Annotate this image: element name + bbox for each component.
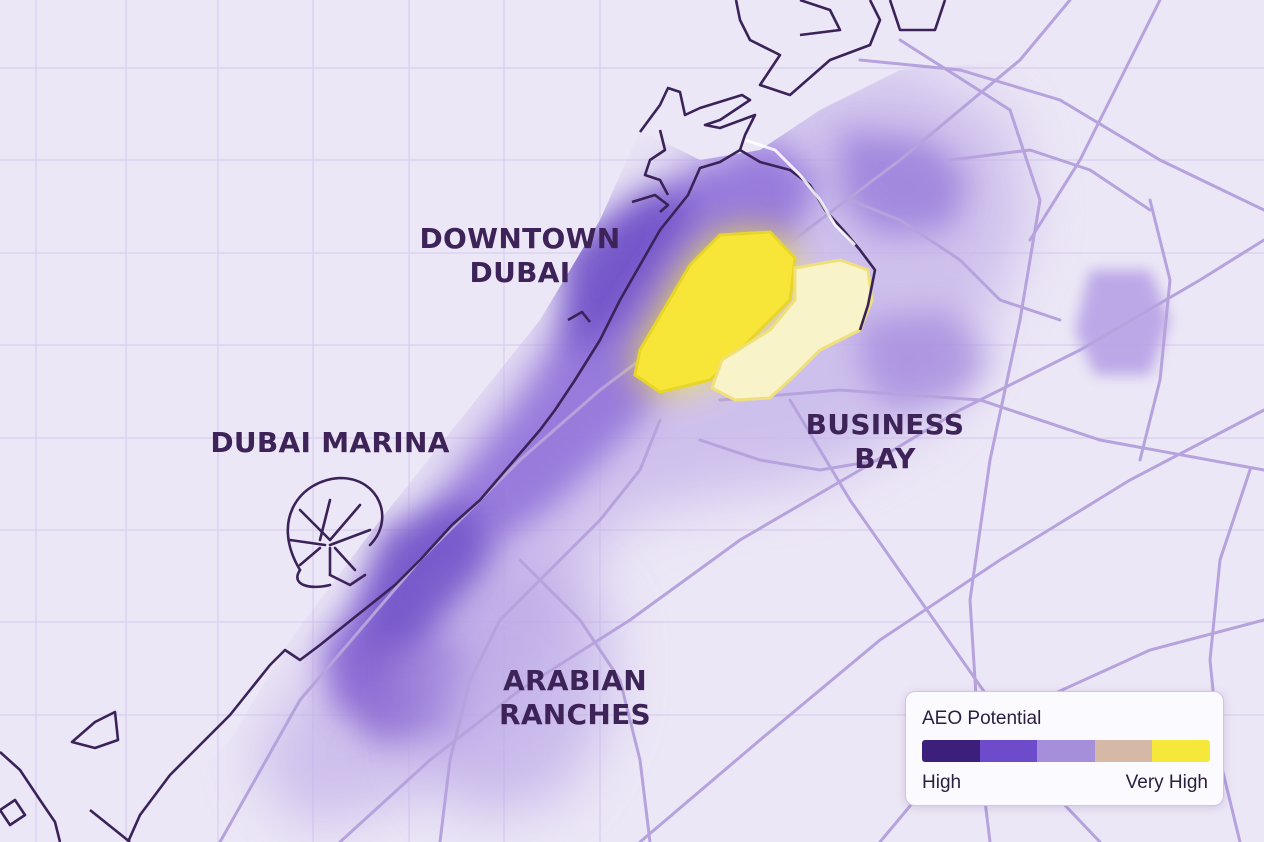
district-label-downtown-dubai: DOWNTOWN DUBAI xyxy=(410,222,630,290)
hotspot-downtown xyxy=(633,230,874,402)
palm-jumeirah xyxy=(286,476,384,589)
district-label-line: DUBAI MARINA xyxy=(210,426,450,459)
district-label-line: BUSINESS xyxy=(805,408,965,441)
legend-low-label: High xyxy=(922,772,962,793)
district-label-line: DOWNTOWN xyxy=(419,222,621,255)
map-legend: AEO Potential High Very High xyxy=(905,691,1224,806)
legend-swatch xyxy=(1094,740,1153,762)
legend-swatch xyxy=(979,740,1038,762)
legend-title: AEO Potential xyxy=(922,708,1042,729)
district-label-line: ARABIAN xyxy=(503,664,647,697)
legend-swatch xyxy=(922,740,980,762)
dubai-creek xyxy=(744,138,857,247)
district-label-line: DUBAI xyxy=(469,256,571,289)
district-label-business-bay: BUSINESS BAY xyxy=(800,408,970,476)
legend-swatch xyxy=(1152,740,1210,762)
district-label-dubai-marina: DUBAI MARINA xyxy=(205,426,455,460)
district-label-line: BAY xyxy=(854,442,916,475)
legend-high-label: Very High xyxy=(1125,772,1208,793)
legend-swatch xyxy=(1037,740,1095,762)
coastline xyxy=(0,0,947,842)
district-label-line: RANCHES xyxy=(498,698,652,731)
district-label-arabian-ranches: ARABIAN RANCHES xyxy=(475,664,675,732)
legend-color-scale xyxy=(922,740,1210,762)
